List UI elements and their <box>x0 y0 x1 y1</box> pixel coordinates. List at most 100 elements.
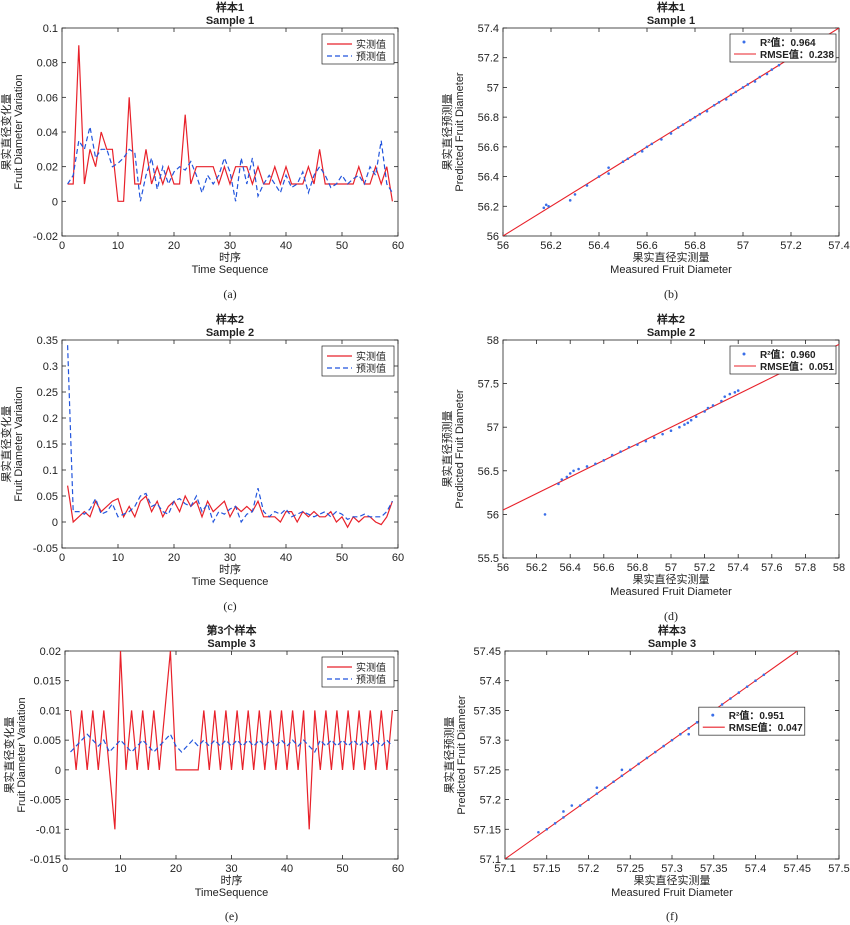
data-point <box>661 432 664 436</box>
data-point <box>572 469 575 473</box>
data-point <box>597 175 601 178</box>
data-point <box>662 744 665 748</box>
x-tick-label: 50 <box>336 863 348 875</box>
legend-label: RMSE值：0.051 <box>760 360 834 373</box>
legend-box <box>729 345 837 375</box>
data-point <box>729 697 732 700</box>
series-measured-line <box>67 485 393 529</box>
data-point <box>543 513 547 516</box>
chart-title: 样本2 <box>216 312 244 326</box>
chart-subtitle: Sample 2 <box>647 327 695 339</box>
data-point <box>712 103 716 107</box>
y-tick-label: 57.3 <box>480 735 501 747</box>
data-point <box>637 762 640 766</box>
y-tick-label: 58 <box>487 335 499 347</box>
x-tick-label: 57.25 <box>616 863 644 875</box>
data-point <box>770 68 774 71</box>
y-tick-label: 57.1 <box>480 854 501 866</box>
data-point <box>695 721 699 724</box>
x-tick-label: 60 <box>392 240 404 252</box>
data-point <box>694 415 698 419</box>
y-tick-label: 55.5 <box>478 553 499 565</box>
y-tick-label: 57 <box>487 82 499 94</box>
data-point <box>610 453 614 457</box>
x-tick-label: 0 <box>59 240 65 252</box>
data-point <box>676 126 680 129</box>
legend-box <box>321 345 395 377</box>
x-axis-label: Time Sequence <box>192 264 269 276</box>
x-tick-label: 57.3 <box>661 863 682 875</box>
y-tick-label: 57.4 <box>480 676 501 688</box>
y-tick-label: 0.35 <box>37 335 58 347</box>
legend-label: 预测值 <box>356 362 386 375</box>
x-tick-label: 57.5 <box>828 863 849 875</box>
data-point <box>706 406 710 410</box>
y-axis-label: Fruit Diameter Variation <box>13 74 25 189</box>
y-axis-label-cn: 果实直径预测量 <box>440 411 454 488</box>
y-axis-label: Predicted Fruit Diameter <box>454 389 466 509</box>
y-tick-label: 0.005 <box>33 735 61 747</box>
chart-title: 样本2 <box>657 312 685 326</box>
y-tick-label: 0.15 <box>37 439 58 451</box>
fit-line <box>505 651 798 859</box>
data-point <box>547 204 550 208</box>
x-tick-label: 56 <box>497 562 509 574</box>
y-tick-label: 0.015 <box>33 676 61 688</box>
data-point <box>562 810 565 813</box>
y-tick-label: -0.015 <box>30 854 61 866</box>
chart-title: 样本3 <box>658 623 686 637</box>
legend-swatch-points <box>742 40 746 44</box>
legend-label: 预测值 <box>356 50 386 63</box>
data-point <box>720 399 723 403</box>
data-point <box>777 63 781 67</box>
data-point <box>626 157 630 161</box>
y-tick-label: 0.1 <box>43 23 58 35</box>
data-point <box>570 804 574 807</box>
panel-caption: (b) <box>664 287 678 301</box>
data-point <box>595 792 599 795</box>
data-point <box>693 115 697 119</box>
x-tick-label: 56.4 <box>559 562 580 574</box>
x-tick-label: 56.2 <box>540 240 561 252</box>
y-tick-label: 0.01 <box>40 705 61 717</box>
y-tick-label: 0 <box>55 765 61 777</box>
x-tick-label: 57.6 <box>761 562 782 574</box>
data-point <box>654 750 657 754</box>
y-tick-label: 0.02 <box>37 162 58 174</box>
legend-swatch-points <box>742 352 746 356</box>
x-tick-label: 58 <box>833 562 845 574</box>
data-point <box>568 472 572 475</box>
y-tick-label: 57.4 <box>478 23 499 35</box>
x-tick-label: 57 <box>737 240 749 252</box>
data-point <box>745 685 749 688</box>
y-tick-label: 56.4 <box>478 172 499 184</box>
y-tick-label: 56.8 <box>478 112 499 124</box>
x-tick-label: 40 <box>281 863 293 875</box>
data-point <box>705 109 709 113</box>
y-tick-label: 57.2 <box>478 53 499 65</box>
x-tick-label: 57.2 <box>780 240 801 252</box>
legend-label: 实测值 <box>356 350 386 363</box>
x-axis-label: Measured Fruit Diameter <box>610 586 732 598</box>
x-tick-label: 40 <box>280 240 292 252</box>
x-tick-label: 57.2 <box>694 562 715 574</box>
data-point <box>603 786 607 789</box>
legend-box <box>321 33 395 65</box>
x-axis-label: Measured Fruit Diameter <box>611 887 733 899</box>
data-point <box>736 389 740 392</box>
y-tick-label: 0.25 <box>37 387 58 399</box>
data-point <box>669 132 673 135</box>
y-tick-label: 0 <box>52 196 58 208</box>
legend-label: RMSE值：0.238 <box>760 48 834 61</box>
data-point <box>553 822 557 825</box>
data-point <box>734 90 738 94</box>
data-point <box>698 112 702 116</box>
